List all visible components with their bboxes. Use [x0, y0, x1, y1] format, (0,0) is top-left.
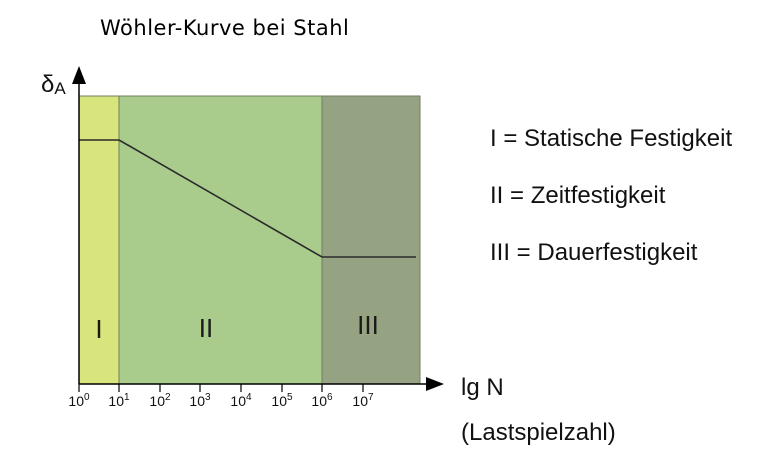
- x-tick-label: 100: [68, 392, 90, 409]
- legend: I = Statische Festigkeit II = Zeitfestig…: [490, 125, 732, 266]
- x-tick-label: 102: [149, 392, 171, 409]
- legend-item-iii: III = Dauerfestigkeit: [490, 239, 698, 266]
- region-iii-label: III: [357, 310, 379, 340]
- region-ii-area: [119, 96, 322, 384]
- x-tick-label: 105: [271, 392, 293, 409]
- y-axis-symbol: δ: [41, 71, 54, 98]
- x-axis-arrow-icon: [426, 377, 444, 391]
- y-axis-arrow-icon: [72, 66, 86, 84]
- x-tick-label: 101: [108, 392, 130, 409]
- diagram-title: Wöhler-Kurve bei Stahl: [100, 16, 349, 40]
- region-i-label: I: [95, 314, 102, 344]
- x-tick-group: 100 101 102 103 104 105 106 107: [68, 384, 374, 409]
- woehler-curve: [79, 139, 416, 258]
- y-axis-label: δA: [41, 71, 66, 98]
- x-tick-label: 107: [352, 392, 374, 409]
- region-iii-area: [322, 96, 420, 384]
- x-tick-label: 106: [311, 392, 333, 409]
- x-tick-label: 103: [189, 392, 211, 409]
- y-axis-subscript: A: [54, 79, 66, 98]
- region-ii-label: II: [199, 313, 213, 343]
- x-tick-label: 104: [230, 392, 252, 409]
- x-axis-label: lg N: [461, 374, 504, 401]
- legend-item-i: I = Statische Festigkeit: [490, 125, 732, 152]
- region-i-area: [79, 96, 119, 384]
- legend-item-ii: II = Zeitfestigkeit: [490, 182, 666, 209]
- x-axis-sublabel: (Lastspielzahl): [461, 419, 616, 446]
